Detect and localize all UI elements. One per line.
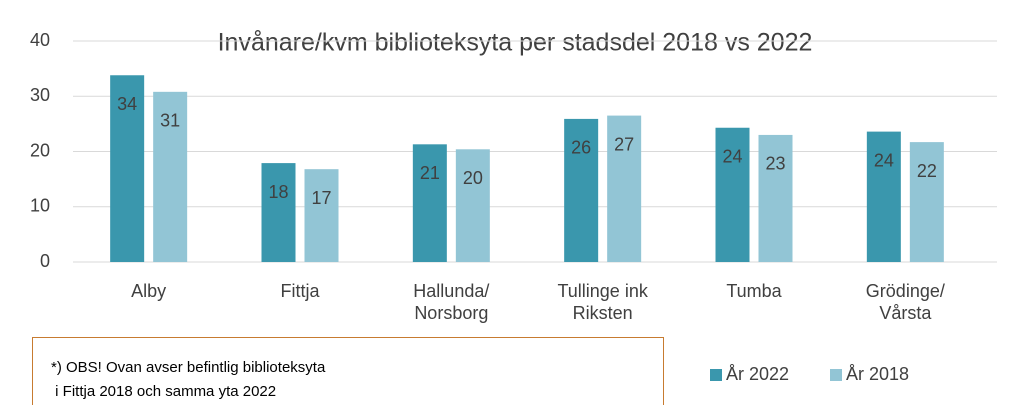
bar [304, 169, 339, 262]
annotation: *) OBS! Ovan avser befintlig biblioteksy… [32, 337, 664, 405]
bar [758, 134, 793, 262]
y-tick-label: 40 [30, 30, 50, 50]
value-label: 34 [117, 94, 137, 114]
value-label: 21 [420, 163, 440, 183]
x-tick-label: Grödinge/ Vårsta [865, 281, 945, 323]
bar [455, 149, 490, 262]
x-tick-label: Tullinge ink Riksten [557, 281, 648, 323]
legend-label: År 2022 [726, 364, 790, 384]
value-label: 22 [917, 161, 937, 181]
legend-item: År 2018 [830, 364, 909, 385]
bar [153, 91, 188, 262]
bar [909, 142, 944, 262]
value-label: 31 [160, 111, 180, 131]
legend-label: År 2018 [846, 364, 910, 384]
bar [110, 75, 145, 262]
value-label: 27 [614, 134, 634, 154]
x-tick-label: Tumba [726, 281, 782, 301]
bar [715, 127, 750, 263]
value-label: 17 [311, 188, 331, 208]
value-label: 24 [874, 150, 894, 170]
legend-item: År 2022 [710, 364, 789, 385]
value-label: 23 [765, 154, 785, 174]
bar [866, 131, 901, 262]
value-label: 26 [571, 138, 591, 158]
y-tick-label: 0 [40, 251, 50, 271]
y-tick-label: 30 [30, 85, 50, 105]
value-label: 20 [463, 168, 483, 188]
x-tick-label: Fittja [280, 281, 320, 301]
bar [412, 144, 447, 262]
value-label: 18 [268, 182, 288, 202]
legend-swatch [710, 368, 722, 381]
value-label: 24 [722, 146, 742, 166]
y-tick-label: 10 [30, 196, 50, 216]
bar [261, 163, 296, 262]
y-tick-label: 20 [30, 140, 50, 160]
x-tick-label: Alby [131, 281, 167, 301]
bar [607, 115, 642, 263]
chart-title: Invånare/kvm biblioteksyta per stadsdel … [218, 29, 813, 57]
bar [564, 118, 599, 262]
legend-swatch [830, 368, 842, 381]
x-tick-label: Hallunda/ Norsborg [413, 281, 490, 323]
